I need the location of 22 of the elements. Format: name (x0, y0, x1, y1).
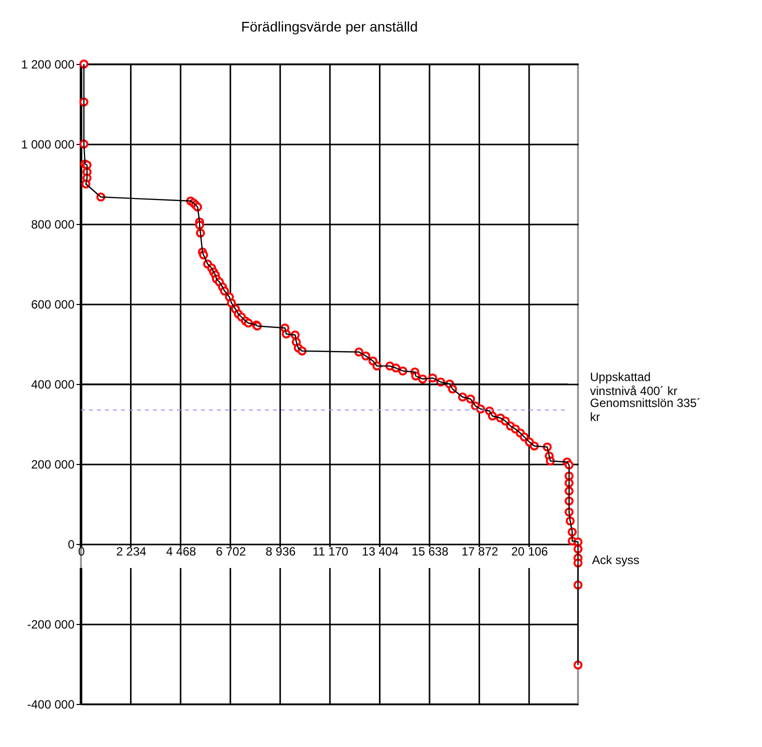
x-tick-label: 0 (78, 544, 86, 558)
x-tick-label: 6 702 (216, 544, 246, 558)
y-tick-label: -200 000 (27, 618, 75, 632)
y-tick-label: 1 000 000 (21, 138, 75, 152)
x-tick-label: 20 106 (511, 544, 548, 558)
y-tick-label: 400 000 (31, 378, 75, 392)
y-tick-label: 200 000 (31, 458, 75, 472)
y-tick-label: -400 000 (27, 698, 75, 712)
x-tick-label: 15 638 (412, 544, 449, 558)
x-tick-label: 8 936 (266, 544, 296, 558)
y-tick-label: 600 000 (31, 298, 75, 312)
ref-line-label: Genomsnittslön 335´ kr (590, 396, 701, 424)
x-tick-label: 11 170 (312, 544, 349, 558)
ref-line-label: Uppskattad vinstnivå 400´ kr (590, 370, 678, 398)
x-tick-label: 17 872 (461, 544, 498, 558)
y-tick-label: 1 200 000 (21, 58, 75, 72)
y-tick-label: 800 000 (31, 218, 75, 232)
x-tick-label: 4 468 (166, 544, 196, 558)
annotation: Ack syss (592, 553, 640, 567)
x-tick-label: 2 234 (116, 544, 147, 558)
chart-title: Förädlingsvärde per anställd (241, 18, 418, 34)
x-tick-label: 13 404 (362, 544, 399, 558)
